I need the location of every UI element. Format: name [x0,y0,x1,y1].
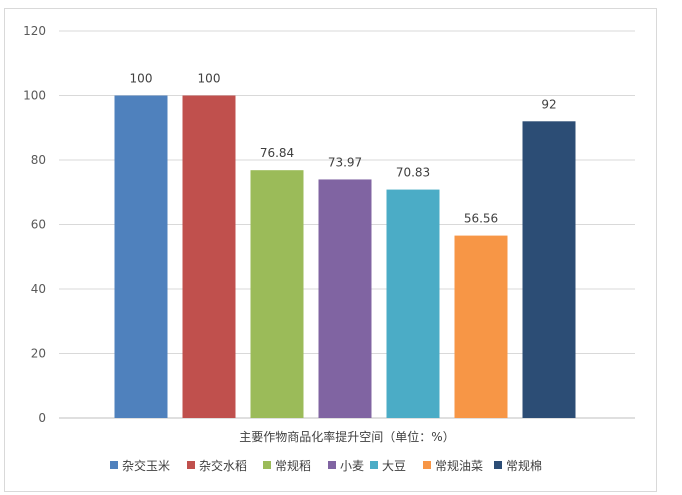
legend-swatch [423,461,431,469]
legend: 杂交玉米 杂交水稻 常规稻 小麦 大豆 常规油菜 常规棉 [110,458,542,473]
y-tick-label: 40 [31,282,46,296]
y-tick-label: 60 [31,218,46,232]
legend-label: 常规油菜 [435,458,483,473]
legend-swatch [263,461,271,469]
chart-frame: 0 20 40 60 80 100 120 100 100 76.84 73.97 70.83 56.… [4,8,657,492]
legend-swatch [370,461,378,469]
legend-swatch [328,461,336,469]
bar [522,121,576,419]
bar [250,170,304,418]
y-tick-label: 20 [31,347,46,361]
legend-label: 小麦 [340,459,364,473]
legend-swatch [110,461,118,469]
y-tick-label: 80 [31,153,46,167]
bar [114,95,168,418]
data-label: 92 [541,97,556,111]
data-label: 100 [130,72,153,86]
data-labels: 100 100 76.84 73.97 70.83 56.56 92 [130,72,557,226]
legend-label: 杂交玉米 [122,458,170,473]
data-label: 100 [198,72,221,86]
legend-label: 常规棉 [506,458,542,473]
legend-swatch [187,461,195,469]
bar [318,179,372,418]
legend-label: 常规稻 [275,458,311,473]
data-label: 73.97 [328,155,362,169]
legend-label: 大豆 [382,459,406,473]
bar [182,95,236,418]
legend-swatch [494,461,502,469]
bar [386,189,440,418]
y-axis-ticks: 0 20 40 60 80 100 120 [23,24,46,425]
bars [114,95,576,419]
y-tick-label: 0 [38,411,46,425]
y-tick-label: 120 [23,24,46,38]
x-axis-title: 主要作物商品化率提升空间（单位：%） [239,429,454,444]
bar [454,235,508,418]
y-tick-label: 100 [23,89,46,103]
data-label: 56.56 [464,212,498,226]
legend-label: 杂交水稻 [199,458,247,473]
data-label: 76.84 [260,146,294,160]
data-label: 70.83 [396,166,430,180]
bar-chart: 0 20 40 60 80 100 120 100 100 76.84 73.97 70.83 56.… [23,24,635,473]
